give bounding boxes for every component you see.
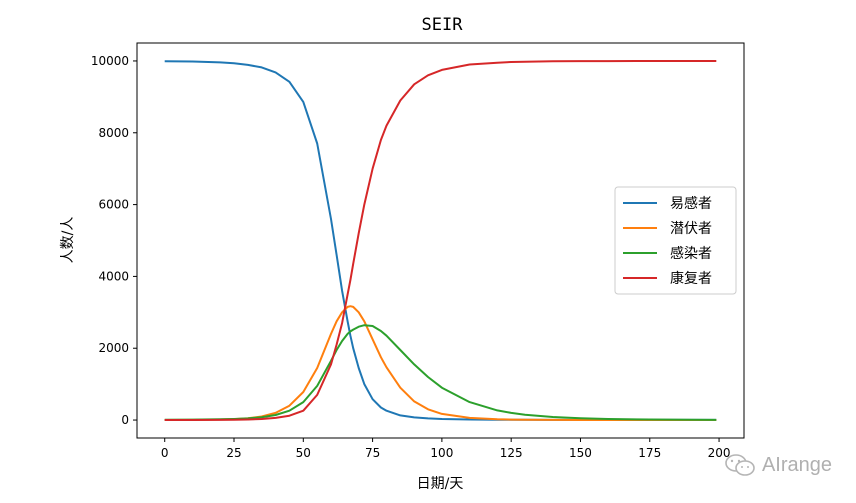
legend-label: 康复者 [670, 270, 712, 287]
legend-box [614, 186, 737, 295]
legend-label: 潜伏者 [670, 221, 712, 237]
x-tick-label: 0 [161, 446, 169, 460]
x-tick-label: 75 [365, 446, 380, 460]
series-line-2 [164, 324, 717, 421]
x-tick-label: 125 [500, 446, 523, 460]
x-tick-label: 175 [638, 446, 661, 460]
wechat-icon [725, 454, 755, 476]
legend-label: 感染者 [670, 245, 712, 262]
y-tick-label: 8000 [98, 126, 129, 140]
y-tick-label: 4000 [98, 269, 129, 283]
y-axis-ticks: 0 2000 4000 6000 8000 10000 [91, 54, 137, 427]
x-tick-label: 50 [296, 446, 311, 460]
plot-area-frame [136, 42, 745, 439]
y-tick-label: 10000 [91, 54, 129, 68]
series-line-3 [164, 60, 717, 421]
x-tick-label: 100 [430, 446, 453, 460]
x-axis-label: 日期/天 [417, 476, 464, 492]
x-tick-label: 25 [226, 446, 241, 460]
watermark: AIrange [724, 453, 832, 477]
legend-label: 易感者 [670, 195, 712, 212]
series-lines [164, 60, 717, 421]
chart-title: SEIR [422, 15, 464, 35]
x-tick-label: 150 [569, 446, 592, 460]
series-line-1 [164, 305, 717, 421]
y-tick-label: 2000 [98, 341, 129, 355]
x-axis-ticks: 0 25 50 75 100 125 150 175 200 [161, 438, 731, 460]
y-tick-label: 0 [121, 413, 129, 427]
y-tick-label: 6000 [98, 198, 129, 212]
y-axis-label: 人数/人 [60, 217, 76, 264]
x-tick-label: 200 [708, 446, 731, 460]
